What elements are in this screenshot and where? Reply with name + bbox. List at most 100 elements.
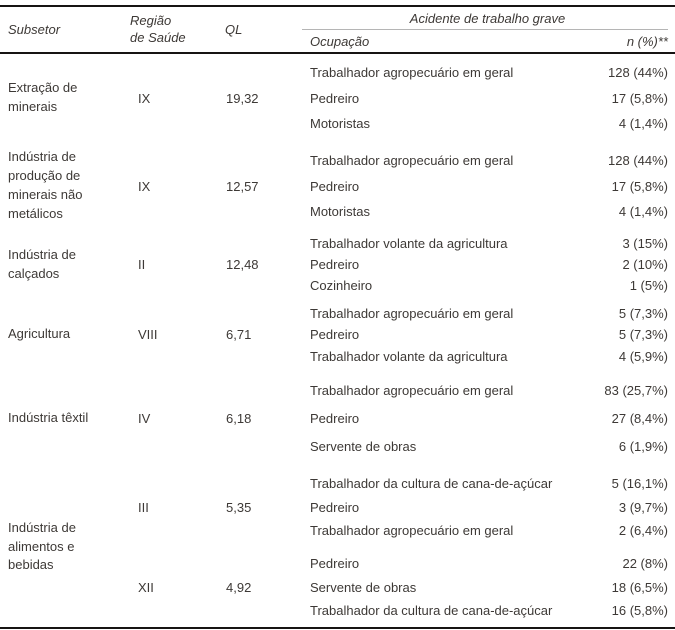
header-ql: QL xyxy=(225,22,243,37)
header-regiao: Região de Saúde xyxy=(130,12,186,45)
table-row: Servente de obras 18 (6,5%) xyxy=(310,580,668,595)
table-row: Pedreiro 27 (8,4%) xyxy=(310,411,668,426)
table-row: Trabalhador volante da agricultura 4 (5,… xyxy=(310,349,668,364)
table-row: Motoristas 4 (1,4%) xyxy=(310,204,668,219)
table-row: Trabalhador agropecuário em geral 128 (4… xyxy=(310,153,668,168)
occupation-cell: Motoristas xyxy=(310,116,370,132)
section-calcados: Indústria de calçados II 12,48 Trabalhad… xyxy=(0,230,675,299)
count-cell: 5 (16,1%) xyxy=(611,475,668,491)
regiao-cell: XII xyxy=(138,579,154,595)
section-minerais-nao-metalicos: Indústria de produção de minerais não me… xyxy=(0,142,675,230)
bottom-rule xyxy=(0,627,675,629)
count-cell: 83 (25,7%) xyxy=(604,383,668,398)
region-group: VIII 6,71 Trabalhador agropecuário em ge… xyxy=(122,299,675,370)
section-alimentos-bebidas: Indústria de alimentos e bebidas III 5,3… xyxy=(0,467,675,627)
table-row: Trabalhador agropecuário em geral 5 (7,3… xyxy=(310,306,668,321)
ql-cell: 4,92 xyxy=(226,579,252,595)
header-n: n (%)** xyxy=(626,33,668,49)
table-row: Pedreiro 22 (8%) xyxy=(310,556,668,571)
ql-cell: 19,32 xyxy=(226,90,259,106)
table-row: Pedreiro 17 (5,8%) xyxy=(310,179,668,194)
table-row: Trabalhador agropecuário em geral 128 (4… xyxy=(310,65,668,80)
occupation-cell: Trabalhador da cultura de cana-de-açúcar xyxy=(310,475,553,491)
occupation-cell: Pedreiro xyxy=(310,499,360,515)
table-header: Subsetor Região de Saúde QL Acidente de … xyxy=(0,7,675,52)
ql-cell: 5,35 xyxy=(226,499,252,515)
table-row: Cozinheiro 1 (5%) xyxy=(310,278,668,293)
regiao-cell: IX xyxy=(138,90,151,106)
table-row: Trabalhador da cultura de cana-de-açúcar… xyxy=(310,476,668,491)
occupation-cell: Trabalhador volante da agricultura xyxy=(310,348,508,364)
table-row: Trabalhador agropecuário em geral 2 (6,4… xyxy=(310,523,668,538)
table-row: Servente de obras 6 (1,9%) xyxy=(310,439,668,454)
occupation-cell: Trabalhador agropecuário em geral xyxy=(310,152,514,168)
subsetor-cell: Indústria de produção de minerais não me… xyxy=(8,149,83,221)
occupation-cell: Trabalhador agropecuário em geral xyxy=(310,383,514,398)
count-cell: 1 (5%) xyxy=(629,278,668,293)
occupation-cell: Servente de obras xyxy=(310,579,417,595)
group-divider-rule xyxy=(302,29,668,30)
count-cell: 22 (8%) xyxy=(622,555,668,571)
count-cell: 4 (1,4%) xyxy=(618,116,668,132)
subsetor-cell: Indústria de calçados xyxy=(8,246,76,281)
ql-cell: 12,57 xyxy=(226,178,259,194)
occupation-cell: Cozinheiro xyxy=(310,278,373,293)
table-row: Trabalhador da cultura de cana-de-açúcar… xyxy=(310,603,668,618)
region-group: XII 4,92 Pedreiro 22 (8%) Servente de ob… xyxy=(122,547,675,627)
regiao-cell: VIII xyxy=(138,327,158,342)
ql-cell: 12,48 xyxy=(226,257,259,272)
count-cell: 5 (7,3%) xyxy=(618,327,668,342)
count-cell: 27 (8,4%) xyxy=(611,411,668,426)
table-body: Extração de minerais IX 19,32 Trabalhado… xyxy=(0,54,675,627)
occupation-cell: Trabalhador agropecuário em geral xyxy=(310,523,514,539)
count-cell: 3 (9,7%) xyxy=(618,499,668,515)
header-group-title: Acidente de trabalho grave xyxy=(409,11,566,26)
region-group: IX 12,57 Trabalhador agropecuário em ger… xyxy=(122,142,675,230)
count-cell: 16 (5,8%) xyxy=(611,603,668,619)
count-cell: 18 (6,5%) xyxy=(611,579,668,595)
occupation-cell: Motoristas xyxy=(310,204,370,220)
count-cell: 2 (10%) xyxy=(622,257,668,272)
region-group: IX 19,32 Trabalhador agropecuário em ger… xyxy=(122,54,675,142)
top-rule xyxy=(0,5,675,7)
count-cell: 4 (1,4%) xyxy=(618,204,668,220)
occupation-cell: Pedreiro xyxy=(310,257,360,272)
regiao-cell: II xyxy=(138,257,146,272)
count-cell: 6 (1,9%) xyxy=(618,439,668,454)
occupation-cell: Trabalhador agropecuário em geral xyxy=(310,305,514,321)
table-row: Pedreiro 2 (10%) xyxy=(310,257,668,272)
header-subrow: Ocupação n (%)** xyxy=(300,30,675,52)
region-group: IV 6,18 Trabalhador agropecuário em gera… xyxy=(122,370,675,467)
header-subsetor: Subsetor xyxy=(8,22,61,37)
count-cell: 4 (5,9%) xyxy=(618,348,668,364)
header-ocupacao: Ocupação xyxy=(310,33,370,49)
occupation-cell: Trabalhador agropecuário em geral xyxy=(310,64,514,80)
regiao-cell: IX xyxy=(138,178,151,194)
regiao-cell: III xyxy=(138,499,149,515)
section-textil: Indústria têxtil IV 6,18 Trabalhador agr… xyxy=(0,370,675,467)
table-row: Trabalhador agropecuário em geral 83 (25… xyxy=(310,383,668,398)
subsetor-cell: Indústria de alimentos e bebidas xyxy=(8,519,76,573)
section-extracao-minerais: Extração de minerais IX 19,32 Trabalhado… xyxy=(0,54,675,142)
subsetor-cell: Agricultura xyxy=(8,326,71,342)
occupation-cell: Pedreiro xyxy=(310,178,360,194)
count-cell: 17 (5,8%) xyxy=(611,90,668,106)
count-cell: 128 (44%) xyxy=(608,64,668,80)
header-group-accident: Acidente de trabalho grave Ocupação n (%… xyxy=(300,7,675,52)
count-cell: 3 (15%) xyxy=(622,236,668,251)
ql-cell: 6,18 xyxy=(226,411,252,426)
count-cell: 128 (44%) xyxy=(608,152,668,168)
subsetor-cell: Indústria têxtil xyxy=(8,410,89,426)
table-row: Pedreiro 5 (7,3%) xyxy=(310,327,668,342)
occupation-cell: Servente de obras xyxy=(310,439,417,454)
section-agricultura: Agricultura VIII 6,71 Trabalhador agrope… xyxy=(0,299,675,370)
table-row: Pedreiro 3 (9,7%) xyxy=(310,500,668,515)
table-row: Trabalhador volante da agricultura 3 (15… xyxy=(310,236,668,251)
table-row: Pedreiro 17 (5,8%) xyxy=(310,91,668,106)
region-group: III 5,35 Trabalhador da cultura de cana-… xyxy=(122,467,675,547)
subsetor-cell: Extração de minerais xyxy=(8,80,78,114)
occupation-cell: Trabalhador volante da agricultura xyxy=(310,236,508,251)
region-group: II 12,48 Trabalhador volante da agricult… xyxy=(122,230,675,299)
occupation-cell: Pedreiro xyxy=(310,90,360,106)
